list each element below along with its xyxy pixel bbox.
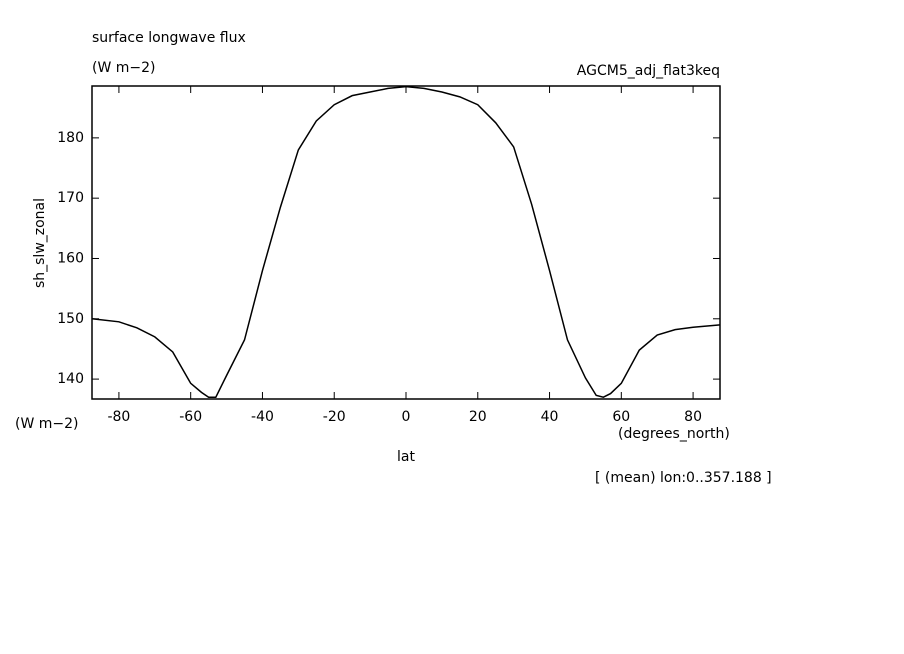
x-units: (degrees_north) [618, 426, 730, 442]
y-tick-label: 170 [57, 190, 84, 206]
plot-frame [91, 85, 721, 400]
annotation: [ (mean) lon:0..357.188 ] [595, 470, 772, 486]
y-tick-label: 150 [57, 311, 84, 327]
x-tick-label: 40 [541, 409, 559, 425]
x-axis-title: lat [397, 449, 415, 465]
x-tick-label: 80 [684, 409, 702, 425]
dataset-label: AGCM5_adj_flat3keq [577, 63, 720, 79]
y-tick-label: 180 [57, 130, 84, 146]
chart-title: surface longwave flux [92, 30, 246, 46]
chart-subtitle: (W m−2) [92, 60, 156, 76]
y-axis-title: sh_slw_zonal [32, 198, 48, 288]
x-tick-label: -60 [179, 409, 202, 425]
x-tick-label: -40 [251, 409, 274, 425]
x-tick-label: 60 [612, 409, 630, 425]
y-tick-label: 160 [57, 250, 84, 266]
y-units: (W m−2) [15, 416, 79, 432]
x-tick-label: 0 [402, 409, 411, 425]
x-tick-label: 20 [469, 409, 487, 425]
x-tick-label: -80 [107, 409, 130, 425]
x-tick-label: -20 [323, 409, 346, 425]
data-line [91, 85, 721, 398]
y-tick-label: 140 [57, 371, 84, 387]
